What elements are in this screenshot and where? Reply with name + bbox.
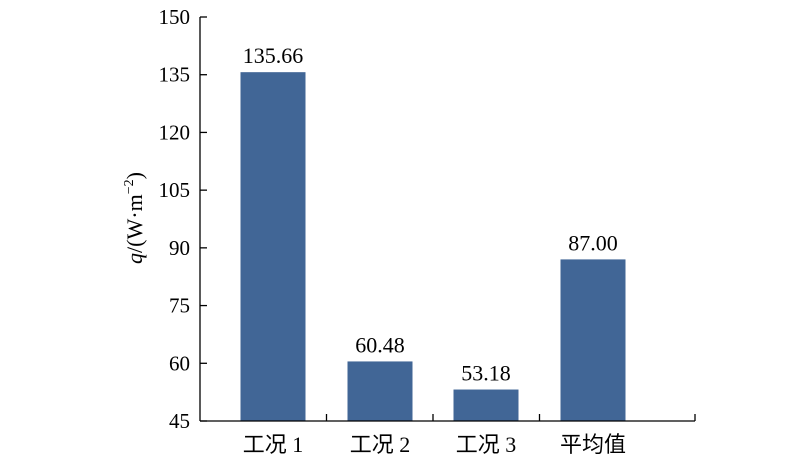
- bar-1: [240, 72, 306, 421]
- y-tick-label-75: 75: [169, 294, 190, 318]
- y-axis-title: q/(W·m−2): [122, 172, 147, 264]
- y-axis-title-unit: /(W·m: [122, 194, 147, 253]
- bar-4: [560, 259, 626, 421]
- y-tick-label-90: 90: [169, 236, 190, 260]
- y-axis-title-sup: −2: [122, 179, 137, 194]
- y-tick-labels: 45 60 75 90 105 120 135 150: [159, 5, 191, 433]
- y-axis-title-close: ): [122, 172, 147, 179]
- data-label-2: 60.48: [355, 332, 405, 357]
- data-labels: 135.66 60.48 53.18 87.00: [243, 43, 618, 385]
- data-label-1: 135.66: [243, 43, 304, 68]
- data-label-4: 87.00: [568, 230, 618, 255]
- y-tick-label-120: 120: [159, 120, 191, 144]
- data-label-3: 53.18: [461, 361, 511, 386]
- category-label-4: 平均值: [560, 432, 626, 457]
- y-tick-label-60: 60: [169, 351, 190, 375]
- y-tick-label-135: 135: [159, 63, 191, 87]
- y-axis-title-var: q: [122, 253, 147, 264]
- bars: [240, 72, 626, 421]
- bar-3: [453, 389, 519, 421]
- y-tick-label-150: 150: [159, 5, 191, 29]
- category-label-2: 工况 2: [350, 432, 411, 457]
- category-label-3: 工况 3: [456, 432, 517, 457]
- y-tick-label-105: 105: [159, 178, 191, 202]
- axes: [199, 16, 696, 422]
- svg-text:q/(W·m−2): q/(W·m−2): [122, 172, 147, 264]
- category-label-1: 工况 1: [243, 432, 304, 457]
- bar-2: [347, 361, 413, 421]
- y-tick-label-45: 45: [169, 409, 190, 433]
- category-labels: 工况 1 工况 2 工况 3 平均值: [243, 432, 626, 457]
